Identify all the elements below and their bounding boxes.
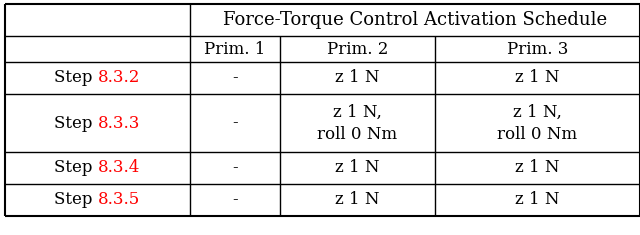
Text: z 1 N: z 1 N xyxy=(515,160,560,176)
Text: Prim. 3: Prim. 3 xyxy=(507,40,568,58)
Text: Prim. 1: Prim. 1 xyxy=(204,40,266,58)
Text: Step: Step xyxy=(54,114,97,132)
Text: Step: Step xyxy=(54,160,97,176)
Text: Force-Torque Control Activation Schedule: Force-Torque Control Activation Schedule xyxy=(223,11,607,29)
Text: 8.3.2: 8.3.2 xyxy=(97,70,140,86)
Text: -: - xyxy=(232,192,238,208)
Text: Step: Step xyxy=(54,192,97,208)
Text: Prim. 2: Prim. 2 xyxy=(327,40,388,58)
Text: z 1 N: z 1 N xyxy=(515,192,560,208)
Text: -: - xyxy=(232,160,238,176)
Text: 8.3.3: 8.3.3 xyxy=(97,114,140,132)
Text: z 1 N: z 1 N xyxy=(335,160,380,176)
Text: z 1 N: z 1 N xyxy=(335,192,380,208)
Text: Step: Step xyxy=(54,70,97,86)
Text: z 1 N,
roll 0 Nm: z 1 N, roll 0 Nm xyxy=(317,103,397,143)
Text: -: - xyxy=(232,114,238,132)
Text: z 1 N: z 1 N xyxy=(515,70,560,86)
Text: z 1 N,
roll 0 Nm: z 1 N, roll 0 Nm xyxy=(497,103,577,143)
Text: -: - xyxy=(232,70,238,86)
Text: 8.3.5: 8.3.5 xyxy=(97,192,140,208)
Text: 8.3.4: 8.3.4 xyxy=(97,160,140,176)
Text: z 1 N: z 1 N xyxy=(335,70,380,86)
